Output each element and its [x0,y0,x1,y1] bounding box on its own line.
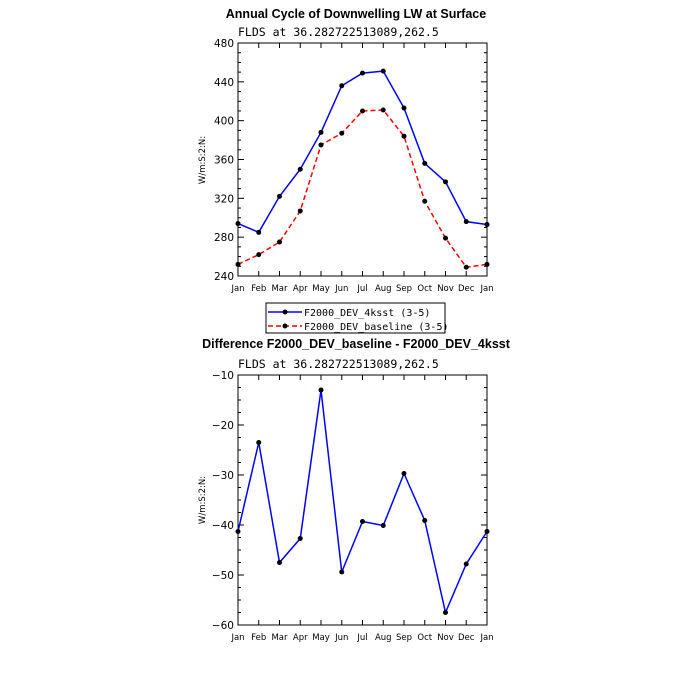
panel1-data-point [401,133,407,139]
panel1-data-point [422,198,428,204]
panel1-xtick-label: Oct [417,284,432,294]
panel2-series-line-0 [237,389,488,615]
panel2-data-point [256,440,262,445]
panel1-xtick-label: Jan [230,284,244,294]
panel2-ytick-label: −10 [212,370,234,382]
legend: F2000_DEV_4ksst (3-5) F2000_DEV_baseline… [265,302,449,334]
panel1-data-point [277,193,282,199]
panel2-data-point [422,518,428,523]
legend-label-4ksst: F2000_DEV_4ksst (3-5) [304,308,430,319]
panel2-xtick-label: Jun [334,633,348,643]
panel1-title: Annual Cycle of Downwelling LW at Surfac… [226,7,486,21]
panel1-data-point [235,221,241,227]
panel2-data-point [360,519,365,524]
panel1-ytick-label: 360 [214,155,234,167]
panel2-data-point [380,523,386,528]
legend-box [265,302,446,334]
panel2-plot-frame [237,374,488,626]
panel1-data-point [360,108,365,114]
panel2-data-point [318,387,324,393]
panel1-ytick-label: 280 [214,232,234,244]
legend-label-baseline: F2000_DEV_baseline (3-5) [304,322,449,333]
panel2-data-point [339,569,345,575]
annual-cycle-panel: Annual Cycle of Downwelling LW at Surfac… [198,7,494,334]
panel2-xtick-label: Jan [479,633,493,643]
panel1-data-point [484,261,490,267]
panel2-xtick-label: Apr [293,633,308,643]
panel1-data-point [484,222,490,228]
panel1-xtick-label: Mar [271,284,288,294]
panel2-data-point [235,529,241,534]
panel1-data-point [318,129,324,135]
legend-marker-baseline [282,323,288,329]
panel2-data-point [277,560,282,565]
difference-panel: Difference F2000_DEV_baseline - F2000_DE… [198,337,511,643]
panel2-xtick-label: Feb [251,633,266,643]
panel2-ytick-label: −50 [212,570,234,582]
panel1-ytick-label: 480 [214,38,234,50]
panel1-xtick-label: Aug [375,284,392,294]
panel1-data-point [339,130,345,136]
panel2-xtick-label: May [312,633,330,643]
panel1-ytick-label: 240 [214,271,234,283]
panel1-xtick-label: Jul [356,284,367,294]
panel2-subtitle: FLDS at 36.282722513089,262.5 [238,357,439,371]
panel1-xtick-label: Jan [479,284,493,294]
panel2-data-point [401,471,407,476]
panel1-ytick-label: 440 [214,77,234,89]
panel2-ytick-label: −30 [212,470,234,482]
panel2-xtick-label: Dec [458,633,475,643]
panel2-xtick-label: Nov [437,633,454,643]
panel1-data-point [339,83,345,89]
panel1-xtick-label: Apr [293,284,308,294]
panel1-xtick-label: Jun [334,284,348,294]
panel1-data-point [380,107,386,113]
panel2-xtick-label: Aug [375,633,392,643]
panel1-plot-frame [237,42,488,277]
panel1-data-point [256,229,262,235]
panel1-data-point [297,208,303,214]
panel1-xtick-label: May [312,284,330,294]
legend-marker-4ksst [282,309,288,315]
panel1-xtick-label: Feb [251,284,266,294]
panel1-xtick-label: Sep [396,284,412,294]
panel2-data-point [484,529,490,534]
panel1-data-point [277,239,282,245]
panel2-xtick-label: Jan [230,633,244,643]
panel2-xtick-label: Jul [356,633,367,643]
panel1-data-point [297,166,303,172]
panel1-data-point [360,70,365,76]
panel1-subtitle: FLDS at 36.282722513089,262.5 [238,25,439,39]
panel1-ylabel: W/m:S:2:N: [198,136,208,184]
panel1-xtick-label: Nov [437,284,454,294]
panel1-data-point [401,105,407,111]
panel2-ytick-label: −60 [212,620,234,632]
panel1-data-point [235,261,241,267]
panel2-ylabel: W/m:S:2:N: [198,476,208,524]
panel1-data-point [463,219,469,225]
panel2-xtick-label: Sep [396,633,412,643]
panel1-ytick-label: 320 [214,193,234,205]
panel1-data-point [463,264,469,270]
panel1-data-point [443,179,448,185]
panel2-xtick-label: Mar [271,633,288,643]
panel2-data-point [297,536,303,541]
panel1-data-point [380,68,386,74]
panel2-ytick-label: −20 [212,420,234,432]
panel1-data-point [422,160,428,166]
panel1-ytick-label: 400 [214,116,234,128]
panel1-xtick-label: Dec [458,284,475,294]
panel2-data-point [443,610,448,615]
panel2-ytick-label: −40 [212,520,234,532]
panel1-data-point [443,235,448,241]
panel1-data-point [256,252,262,258]
panel2-data-point [463,561,469,567]
panel1-data-point [318,142,324,148]
panel2-xtick-label: Oct [417,633,432,643]
panel1-series-line-0 [237,70,488,234]
panel2-title: Difference F2000_DEV_baseline - F2000_DE… [202,337,511,351]
